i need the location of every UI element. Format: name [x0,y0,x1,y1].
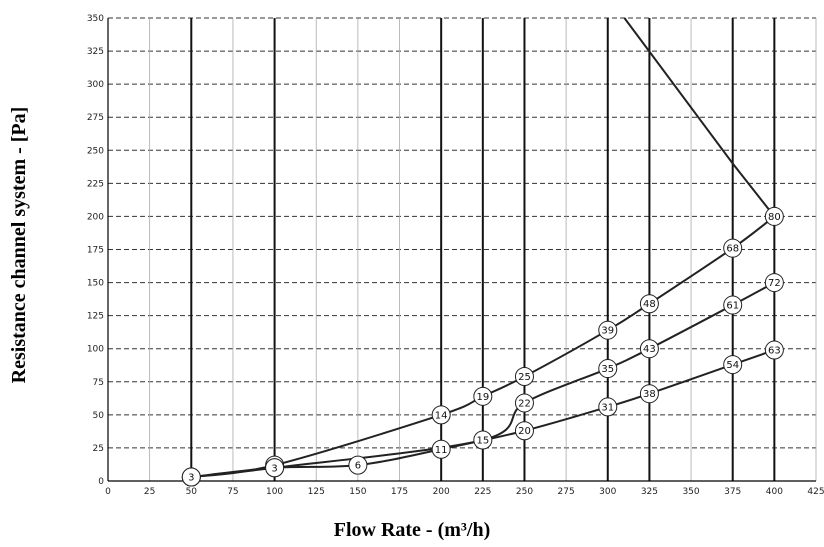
point-label: 48 [643,299,656,310]
point-marker [723,238,743,258]
x-tick-label: 150 [349,487,366,497]
point-label: 68 [726,244,739,255]
y-tick-label: 175 [87,246,104,256]
point-marker [265,458,285,478]
point-marker [764,273,784,293]
point-label: 20 [518,426,531,437]
x-tick-label: 0 [105,487,111,497]
point-marker [348,455,368,475]
x-tick-label: 200 [433,487,450,497]
x-tick-label: 100 [266,487,283,497]
y-tick-label: 200 [87,212,104,222]
point-label: 31 [601,402,614,413]
grid [108,17,817,481]
x-tick-label: 325 [641,487,658,497]
point-label: 38 [643,389,656,400]
point-label: 3 [271,463,277,474]
tick-labels: 0 25 50 75 100 125 150 175 200 225 250 275 300 325 350… [87,14,824,497]
point-marker [473,430,493,450]
x-tick-label: 75 [227,487,238,497]
y-tick-label: 300 [87,80,104,90]
point-marker [514,393,534,413]
point-marker [514,366,534,386]
y-tick-label: 0 [98,477,104,487]
point-marker [639,339,659,359]
point-label: 14 [435,410,448,421]
point-label: 80 [768,212,781,223]
point-label: 72 [768,278,781,289]
x-tick-label: 425 [807,487,824,497]
point-marker [514,421,534,441]
y-tick-label: 125 [87,312,104,322]
point-marker [431,439,451,459]
x-tick-label: 300 [599,487,616,497]
point-marker [764,340,784,360]
point-marker [598,320,618,340]
point-label: 35 [601,364,614,375]
point-label: 15 [476,435,489,446]
point-marker [598,359,618,379]
point-marker [723,295,743,315]
y-tick-label: 25 [93,444,104,454]
y-tick-label: 100 [87,345,104,355]
point-label: 19 [476,392,489,403]
point-marker [598,397,618,417]
point-label: 25 [518,372,531,383]
point-marker [431,405,451,425]
y-tick-label: 350 [87,14,104,24]
x-axis-title: Flow Rate - (m³/h) [334,519,491,541]
point-label: 22 [518,398,531,409]
y-tick-label: 75 [93,378,104,388]
y-tick-label: 225 [87,179,104,189]
x-tick-label: 25 [144,487,155,497]
axes [107,18,816,482]
point-marker [723,355,743,375]
x-tick-label: 175 [391,487,408,497]
point-label: 39 [601,326,614,337]
x-tick-label: 250 [516,487,533,497]
series-line-4 [623,17,776,218]
point-label: 6 [355,461,361,472]
point-label: 11 [435,445,448,456]
x-tick-label: 400 [766,487,783,497]
x-tick-label: 375 [724,487,741,497]
point-marker [764,206,784,226]
point-labels: 3314192539486880331522354361723361120313… [181,206,784,487]
x-tick-label: 275 [558,487,575,497]
point-marker [639,294,659,314]
y-tick-label: 275 [87,113,104,123]
x-tick-label: 50 [186,487,198,497]
point-marker [639,384,659,404]
point-label: 63 [768,346,781,357]
y-tick-label: 50 [93,411,105,421]
point-marker [181,467,201,487]
x-tick-label: 350 [682,487,699,497]
point-label: 43 [643,344,656,355]
y-tick-label: 150 [87,279,104,289]
y-axis-title: Resistance channel system - [Pa] [8,107,30,384]
y-tick-label: 250 [87,146,104,156]
point-label: 61 [726,301,739,312]
x-tick-label: 225 [474,487,491,497]
point-label: 3 [188,473,194,484]
point-marker [473,386,493,406]
point-label: 54 [726,360,739,371]
x-tick-label: 125 [308,487,325,497]
y-tick-label: 325 [87,47,104,57]
